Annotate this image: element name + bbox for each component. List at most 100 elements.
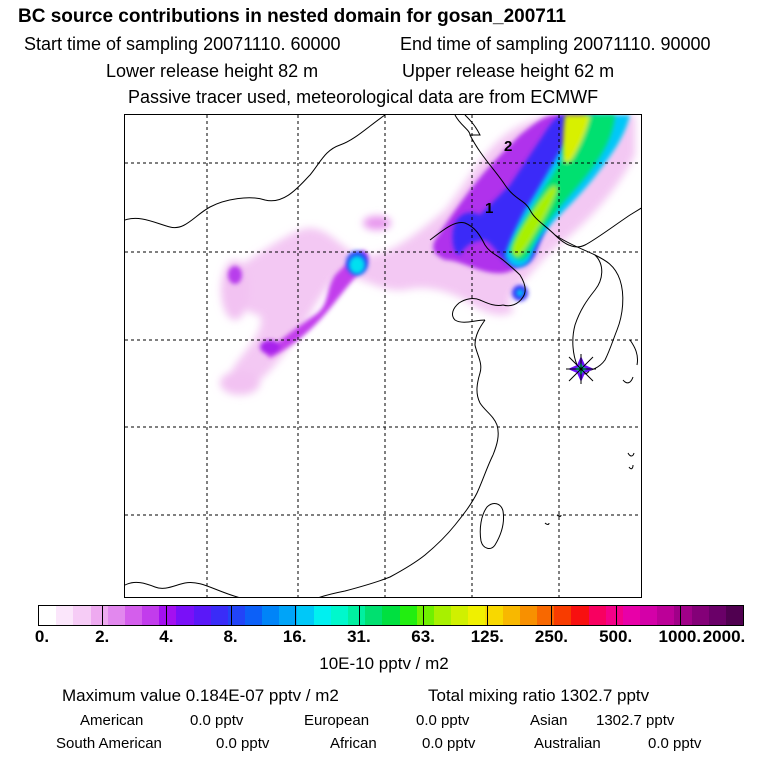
manchuria-border <box>469 134 641 248</box>
plume-magenta-blob <box>228 266 242 284</box>
colorbar-tick-label: 1000. <box>658 627 702 646</box>
bohai-coast <box>429 221 526 307</box>
colorbar-tick-label: 500. <box>599 627 633 646</box>
colorbar-segment <box>640 606 658 625</box>
plot-title: BC source contributions in nested domain… <box>18 6 566 27</box>
colorbar-units: 10E-10 pptv / m2 <box>319 654 449 673</box>
european-value: 0.0 pptv <box>416 712 470 729</box>
colorbar-segment <box>330 606 349 625</box>
colorbar-tick <box>358 606 360 625</box>
colorbar-tick-label: 31. <box>347 627 371 646</box>
colorbar-segment <box>176 606 194 625</box>
colorbar-tick-label: 4. <box>159 627 174 646</box>
colorbar-segment <box>416 606 434 625</box>
colorbar-tick-label: 0. <box>34 627 50 646</box>
hainan-area <box>125 581 239 597</box>
colorbar-segment <box>124 606 143 625</box>
colorbar-segment <box>588 606 606 625</box>
colorbar-segment <box>262 606 280 625</box>
american-label: American <box>80 712 144 729</box>
african-label: African <box>330 735 377 752</box>
colorbar-segment <box>725 606 744 625</box>
asian-value: 1302.7 pptv <box>596 712 675 729</box>
plume-cyan-shandong <box>516 289 524 297</box>
colorbar-tick <box>294 606 296 625</box>
colorbar-segment <box>691 606 709 625</box>
colorbar-tick <box>615 606 617 625</box>
colorbar-tick <box>679 606 681 625</box>
east-coast-north <box>474 319 499 456</box>
colorbar-segment <box>245 606 263 625</box>
colorbar-segment <box>554 606 572 625</box>
colorbar-tick-label: 125. <box>470 627 504 646</box>
colorbar-segment <box>365 606 383 625</box>
colorbar-segment <box>159 606 177 625</box>
colorbar-segment <box>657 606 675 625</box>
korea-west-coast <box>554 234 603 366</box>
colorbar-tick-label: 2000. <box>702 627 746 646</box>
plume-upper-blob <box>363 216 391 230</box>
colorbar-tick-label: 2. <box>95 627 110 646</box>
tracer-note: Passive tracer used, meteorological data… <box>128 87 599 107</box>
colorbar-tick-label: 250. <box>534 627 568 646</box>
colorbar-segment <box>433 606 452 625</box>
colorbar-segment <box>399 606 417 625</box>
asian-label: Asian <box>530 712 568 729</box>
colorbar-tick-label: 16. <box>282 627 307 646</box>
upper-release-label: Upper release height 62 m <box>402 61 615 81</box>
colorbar <box>38 605 744 626</box>
plume-purple <box>265 250 368 358</box>
colorbar-segment <box>227 606 246 625</box>
colorbar-tick-label: 8. <box>223 627 238 646</box>
north-border <box>125 115 386 229</box>
taiwan-island <box>479 503 504 549</box>
australian-value: 0.0 pptv <box>648 735 702 752</box>
northeast-border <box>454 115 481 136</box>
african-value: 0.0 pptv <box>422 735 476 752</box>
colorbar-tick <box>230 606 232 625</box>
colorbar-tick <box>166 606 168 625</box>
colorbar-tick <box>423 606 425 625</box>
total-mixing-label: Total mixing ratio 1302.7 pptv <box>428 686 650 705</box>
colorbar-segment <box>502 606 520 625</box>
colorbar-segment <box>56 606 74 625</box>
plume-yellowgreen <box>512 186 557 257</box>
grid-lines <box>125 115 641 597</box>
colorbar-segment <box>451 606 469 625</box>
plume-cyan-blob <box>349 256 365 274</box>
colorbar-segment <box>296 606 314 625</box>
colorbar-segment <box>605 606 623 625</box>
korea-east-coast <box>579 254 624 372</box>
end-time-label: End time of sampling 20071110. 90000 <box>400 34 711 54</box>
colorbar-segment <box>313 606 331 625</box>
start-time-label: Start time of sampling 20071110. 60000 <box>24 34 341 54</box>
australian-label: Australian <box>534 735 601 752</box>
colorbar-segment <box>348 606 366 625</box>
south-american-label: South American <box>56 735 162 752</box>
american-value: 0.0 pptv <box>190 712 244 729</box>
colorbar-segment <box>193 606 211 625</box>
colorbar-segment <box>73 606 91 625</box>
east-coast-south <box>318 454 494 597</box>
colorbar-segment <box>382 606 400 625</box>
colorbar-tick <box>102 606 104 625</box>
european-label: European <box>304 712 370 729</box>
coastlines <box>125 115 641 597</box>
colorbar-tick <box>487 606 489 625</box>
colorbar-segment <box>519 606 537 625</box>
japan-kyushu <box>622 339 638 470</box>
colorbar-segment <box>571 606 589 625</box>
max-value-label: Maximum value 0.184E-07 pptv / m2 <box>62 686 339 705</box>
colorbar-segment <box>485 606 503 625</box>
colorbar-segment <box>674 606 692 625</box>
colorbar-segment <box>279 606 297 625</box>
colorbar-segment <box>142 606 160 625</box>
colorbar-tick <box>551 606 553 625</box>
contour-label-2: 2 <box>504 138 512 155</box>
map-panel: 1 2 <box>124 114 642 598</box>
receptor-star-icon <box>566 354 596 384</box>
shandong-coast <box>451 298 504 323</box>
lower-release-label: Lower release height 82 m <box>106 61 319 81</box>
colorbar-segment <box>468 606 486 625</box>
plume-yellow <box>563 115 590 163</box>
